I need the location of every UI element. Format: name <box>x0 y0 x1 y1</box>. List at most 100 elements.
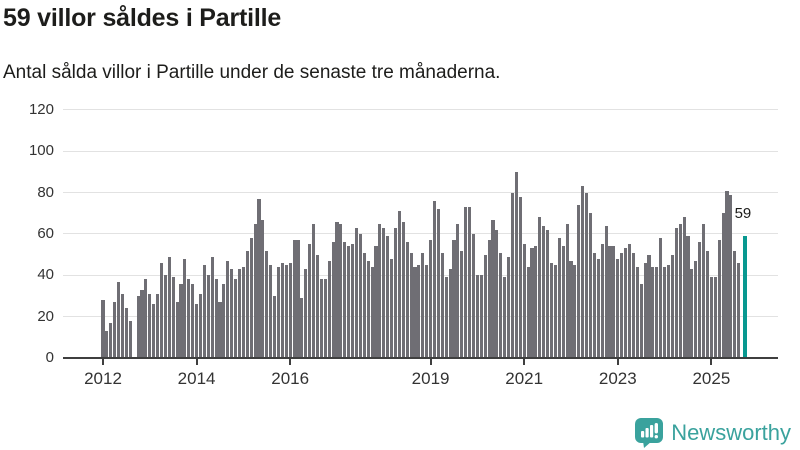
bar <box>117 281 121 358</box>
bar <box>588 213 593 358</box>
bar <box>639 283 643 358</box>
bar <box>709 277 713 358</box>
bar <box>405 242 409 358</box>
bar <box>120 293 125 358</box>
bar <box>670 254 674 358</box>
bar <box>729 194 733 358</box>
bar <box>659 238 663 358</box>
bar <box>378 223 382 358</box>
bar <box>612 246 616 358</box>
bar <box>347 246 351 358</box>
x-tick <box>289 359 292 365</box>
bar <box>358 233 362 358</box>
newsworthy-logo[interactable]: Newsworthy <box>634 417 791 448</box>
bar <box>393 227 398 358</box>
bar <box>401 221 405 358</box>
bar <box>663 267 667 358</box>
bar <box>374 246 378 358</box>
x-axis-label: 2014 <box>177 369 216 388</box>
bar <box>666 264 671 358</box>
bar <box>518 196 522 358</box>
bar <box>573 264 577 358</box>
bar <box>362 252 366 358</box>
bar <box>635 267 639 358</box>
x-tick <box>429 359 432 365</box>
bar <box>717 240 721 358</box>
bar <box>491 219 495 358</box>
bar <box>128 320 132 358</box>
bar <box>300 298 304 358</box>
bar <box>413 267 417 358</box>
bar <box>167 256 171 358</box>
bar <box>284 264 288 358</box>
bar <box>265 250 269 358</box>
y-axis-label: 40 <box>37 266 54 284</box>
bar <box>534 246 538 358</box>
bar <box>230 269 234 358</box>
y-axis-label: 0 <box>45 349 54 366</box>
x-tick <box>523 359 526 365</box>
gridline <box>63 150 778 152</box>
bar <box>241 267 245 358</box>
bar <box>733 250 737 358</box>
bar <box>335 221 339 358</box>
chart: 0 20 40 60 80 100 120 2012 2014 2016 2019 2021 2023 2… <box>0 95 800 395</box>
bar <box>483 254 487 358</box>
bar <box>179 283 183 358</box>
bar <box>429 240 433 358</box>
bar <box>319 279 323 358</box>
page-title: 59 villor såldes i Partille <box>3 4 282 32</box>
bar <box>202 264 206 358</box>
bar <box>140 289 144 358</box>
bar <box>479 275 483 358</box>
bar <box>273 295 277 358</box>
bar <box>592 252 596 358</box>
gridline <box>63 316 778 318</box>
bar <box>417 264 421 358</box>
bar <box>354 227 359 358</box>
bar <box>288 262 292 358</box>
bar <box>694 260 698 358</box>
bar <box>226 260 230 358</box>
bar <box>148 293 152 358</box>
bar <box>604 225 608 358</box>
bar <box>620 252 624 358</box>
bar <box>440 252 444 358</box>
bar <box>280 262 284 358</box>
bar <box>175 302 179 358</box>
bar <box>421 252 425 358</box>
x-axis-label: 2016 <box>271 369 310 388</box>
page-subtitle: Antal sålda villor i Partille under de s… <box>3 62 501 83</box>
gridline <box>63 192 778 194</box>
bar <box>542 225 546 358</box>
y-axis-label: 120 <box>28 100 54 118</box>
bar <box>409 252 413 358</box>
bar <box>456 223 460 358</box>
bar <box>144 279 148 358</box>
bar <box>581 186 585 358</box>
bar <box>382 227 386 358</box>
bar <box>627 244 632 358</box>
bar <box>214 279 218 358</box>
bar <box>690 269 694 358</box>
x-axis-label: 2021 <box>505 369 544 388</box>
bar <box>432 200 437 358</box>
bar <box>702 223 706 358</box>
x-tick <box>195 359 198 365</box>
bar <box>249 238 253 358</box>
bar <box>195 304 199 358</box>
bar <box>386 236 390 358</box>
bar <box>339 223 343 358</box>
x-tick <box>102 359 104 365</box>
bar <box>624 248 628 358</box>
bar <box>296 240 300 358</box>
bar <box>682 217 686 358</box>
bar <box>651 267 655 358</box>
bar <box>163 275 167 358</box>
bar <box>561 246 565 358</box>
bar <box>616 258 620 358</box>
bar <box>210 256 214 358</box>
bar <box>655 267 659 358</box>
bar <box>136 295 140 358</box>
bar <box>370 267 374 358</box>
